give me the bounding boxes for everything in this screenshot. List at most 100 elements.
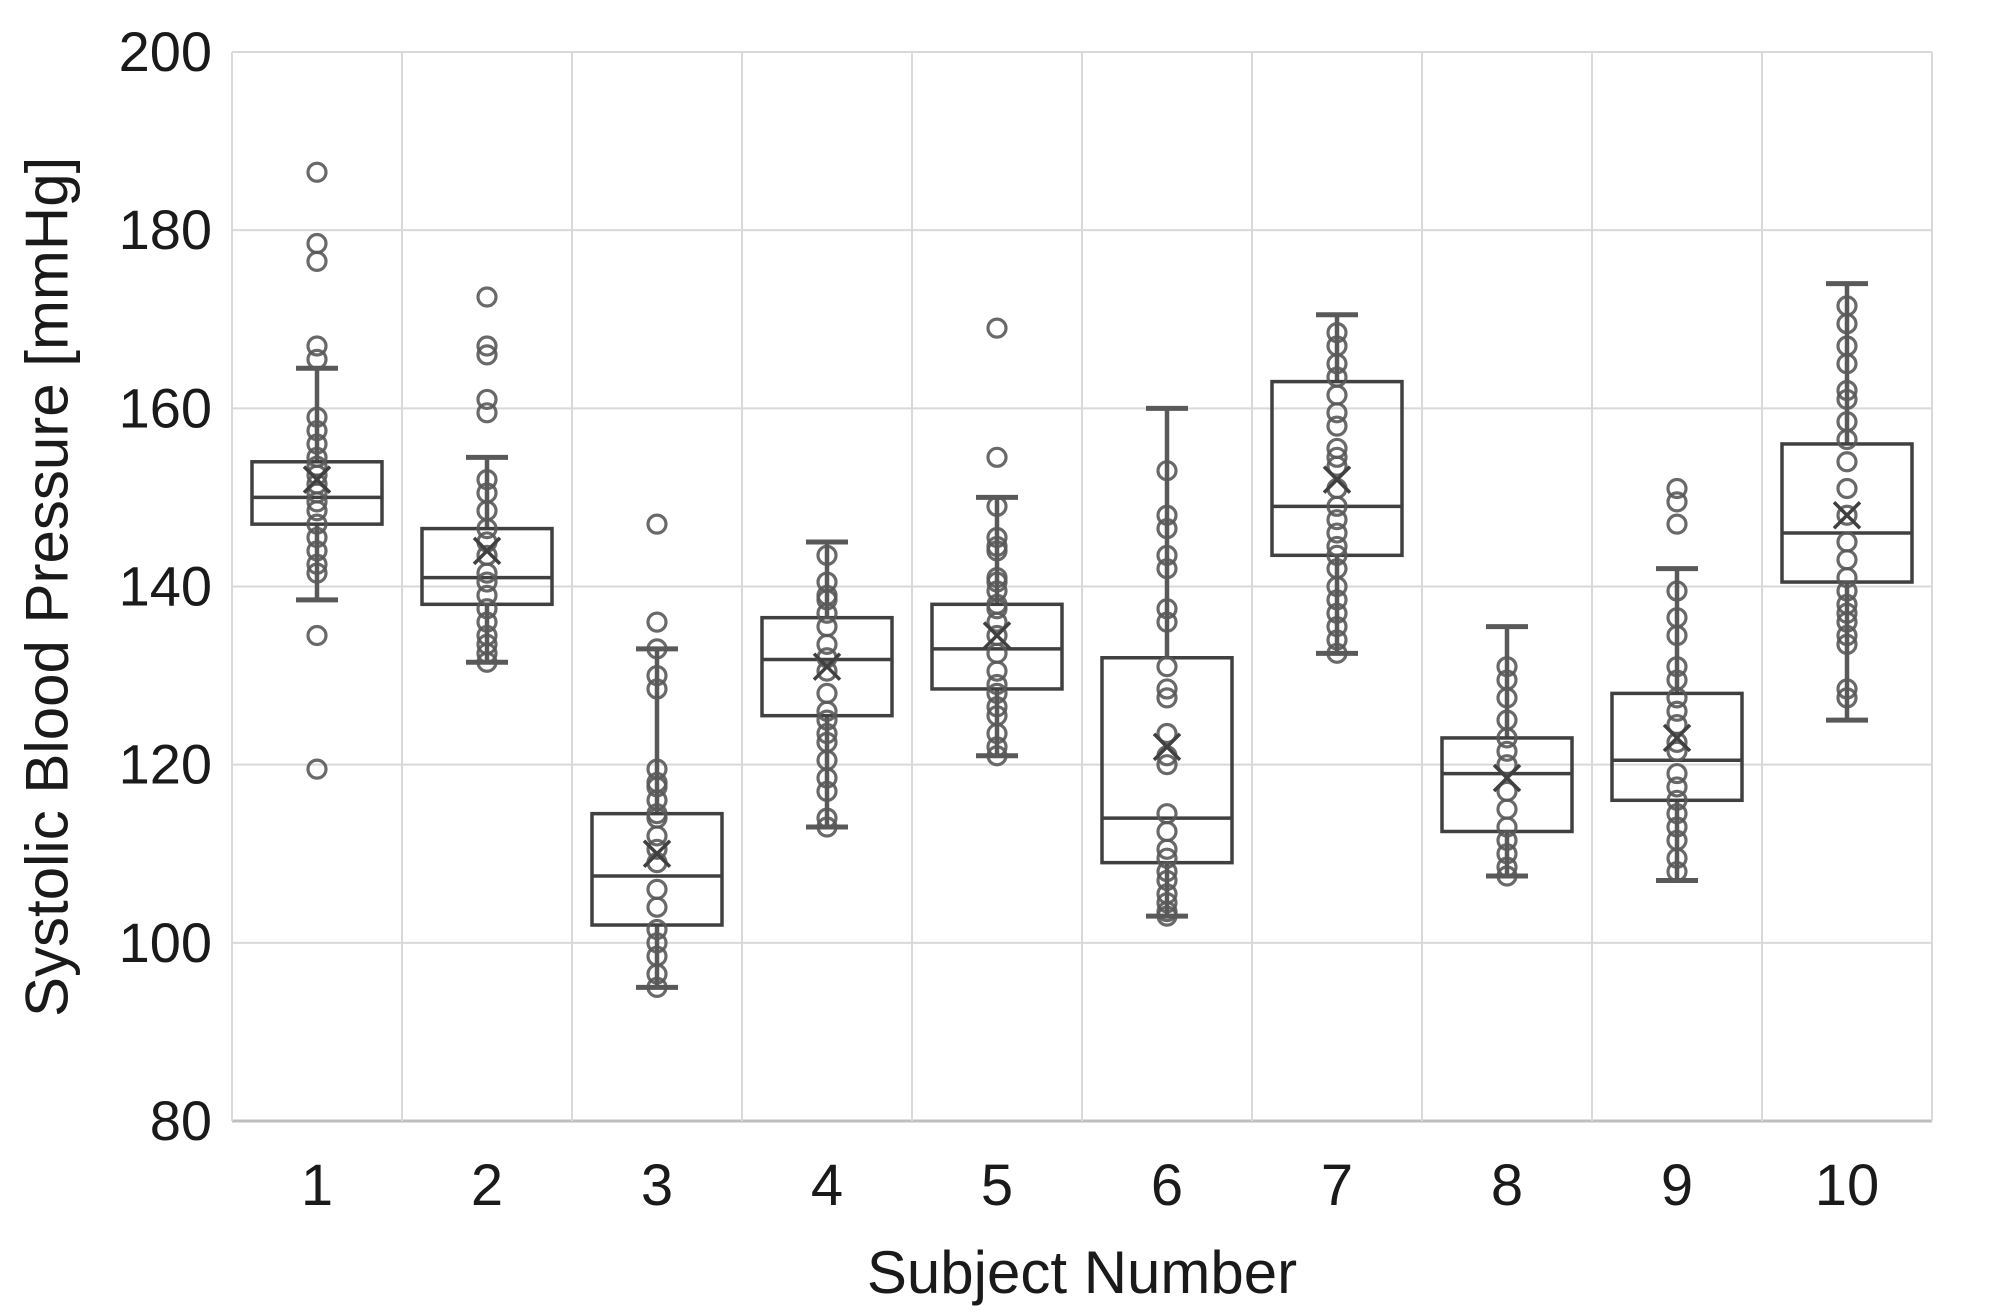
data-point [306,335,328,357]
data-point [306,526,328,549]
data-point [1156,517,1178,540]
data-point [816,633,838,656]
data-point [1836,602,1858,624]
data-point [1836,549,1858,571]
data-point [476,344,498,366]
data-point [986,598,1008,620]
data-point [1496,687,1518,709]
data-point [1496,829,1518,851]
data-point [1326,575,1348,598]
data-point [1326,322,1348,344]
data-point [476,642,498,664]
data-point [1156,504,1178,526]
data-point [1836,531,1858,553]
data-point [1666,700,1688,722]
data-point [306,513,328,535]
mean-x-marker [642,839,672,868]
mean-x-marker [1152,732,1182,762]
data-point [1156,905,1178,927]
data-point [986,446,1008,468]
data-point [646,963,668,985]
iqr-box [590,811,724,927]
data-point [306,562,328,584]
data-point [646,918,668,941]
y-tick-label: 100 [119,911,212,974]
data-point [1666,580,1688,602]
data-point [1156,892,1178,914]
data-point [1666,776,1688,798]
y-tick-label: 140 [119,555,212,618]
x-tick-label: 8 [1491,1153,1523,1218]
mean-x-marker [1832,500,1862,530]
data-point [986,611,1008,633]
data-point [1326,509,1348,531]
data-point [476,388,498,411]
iqr-box [1610,691,1744,803]
y-tick-label: 120 [119,733,212,796]
data-point [646,638,668,660]
data-point [1156,820,1178,843]
data-point [986,696,1008,718]
data-point [306,250,328,272]
data-point [1156,460,1178,482]
data-point [1836,566,1858,589]
data-point [1156,847,1178,869]
data-point [1326,629,1348,651]
data-point [1836,624,1858,647]
data-point [816,589,838,611]
data-point [986,495,1008,517]
data-point [986,526,1008,549]
data-point [986,571,1008,593]
data-point [1326,477,1348,500]
mean-x-marker [812,652,842,681]
data-point [1496,754,1518,776]
data-point [646,976,668,998]
data-point [1496,798,1518,820]
data-point [1326,642,1348,664]
data-point [1156,803,1178,825]
x-tick-label: 10 [1815,1153,1880,1218]
data-point [1326,544,1348,566]
mean-x-marker [302,465,332,494]
data-point [1666,513,1688,535]
data-point [1836,428,1858,451]
x-gridlines [231,52,1933,1121]
data-point [1156,656,1178,678]
data-point [306,420,328,442]
data-point [1326,415,1348,437]
x-tick-label: 2 [471,1153,503,1218]
data-point [1836,687,1858,709]
data-point [1666,789,1688,811]
mean-x-marker [982,621,1012,650]
data-point [476,517,498,540]
data-point [476,335,498,357]
data-point [1836,477,1858,500]
iqr-box [930,602,1064,691]
data-point [1666,731,1688,753]
data-point [1836,313,1858,335]
data-point [1326,446,1348,468]
data-point [816,544,838,566]
data-point [986,660,1008,682]
data-point [1326,589,1348,611]
data-point [306,433,328,455]
data-point [1156,722,1178,745]
data-point [816,767,838,789]
data-point [646,611,668,633]
data-point [646,513,668,535]
data-point [1836,504,1858,526]
data-point [1496,865,1518,887]
data-point [1836,451,1858,473]
data-point [476,286,498,308]
data-point [1156,678,1178,700]
data-point [646,896,668,918]
x-tick-label: 3 [641,1153,673,1218]
data-point [476,651,498,673]
data-point [306,406,328,428]
data-point [306,540,328,562]
boxplot-subject [250,161,384,780]
data-point [646,678,668,700]
data-point [986,745,1008,767]
data-point [816,722,838,745]
mean-x-marker [1322,465,1352,494]
